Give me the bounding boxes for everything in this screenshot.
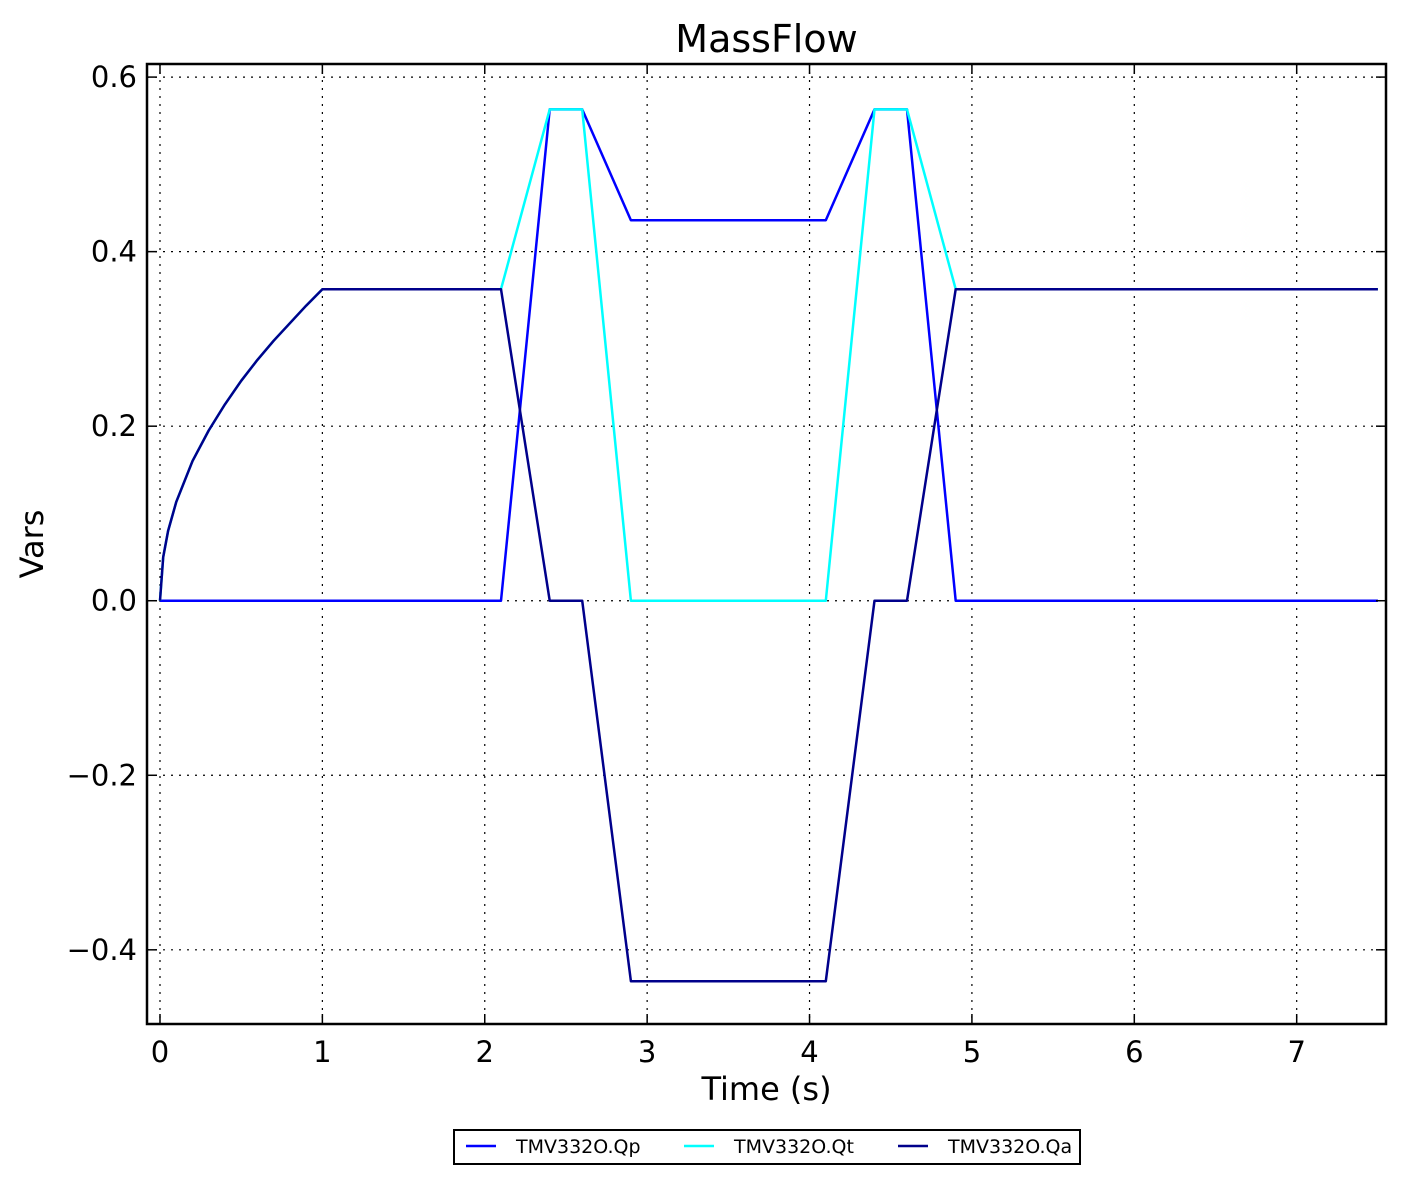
x-tick-label: 6 (1125, 1035, 1143, 1069)
y-tick-label: 0.4 (91, 235, 137, 269)
x-tick-label: 5 (963, 1035, 981, 1069)
chart-title: MassFlow (675, 17, 857, 61)
x-tick-label: 7 (1287, 1035, 1305, 1069)
axis-ticks: 0 1 2 3 4 5 6 7 −0.4 −0.2 0.0 0.2 0.4 0.6 (67, 60, 1386, 1069)
legend-label-2: TMV332O.Qa (947, 1136, 1072, 1158)
y-tick-label: −0.2 (67, 758, 137, 792)
legend-box (453, 1129, 1081, 1165)
x-tick-label: 1 (313, 1035, 331, 1069)
x-axis-title: Time (s) (700, 1070, 831, 1108)
legend: TMV332O.Qp TMV332O.Qt TMV332O.Qa (453, 1129, 1081, 1165)
y-axis-title: Vars (13, 510, 51, 579)
y-tick-label: 0.6 (91, 60, 137, 94)
x-tick-label: 0 (151, 1035, 169, 1069)
y-tick-label: −0.4 (67, 933, 137, 967)
legend-label-0: TMV332O.Qp (515, 1136, 641, 1158)
x-tick-label: 2 (476, 1035, 494, 1069)
plot-series (158, 108, 1378, 983)
y-tick-label: 0.2 (91, 409, 137, 443)
series-line-0 (160, 108, 1378, 602)
plot-frame (145, 62, 1388, 1026)
series-line-2 (158, 287, 1378, 983)
x-tick-label: 4 (800, 1035, 818, 1069)
x-tick-label: 3 (638, 1035, 656, 1069)
legend-label-1: TMV332O.Qt (733, 1136, 854, 1158)
y-tick-label: 0.0 (91, 584, 137, 618)
